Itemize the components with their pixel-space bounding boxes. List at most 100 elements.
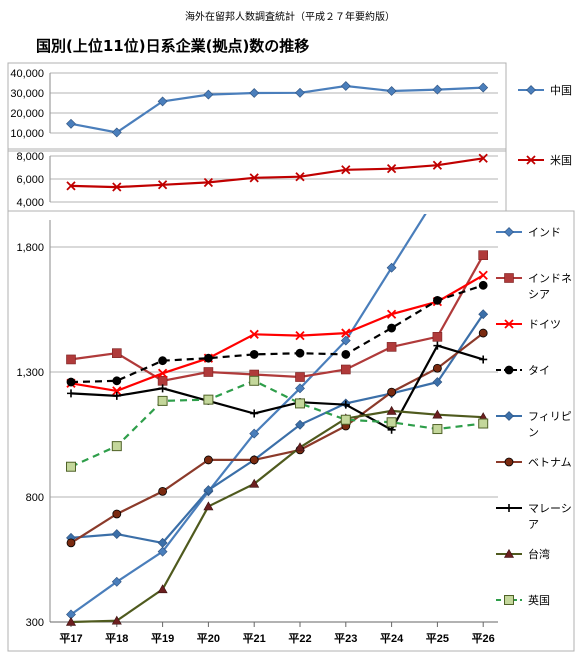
data-point (112, 376, 122, 386)
x-tick-label: 平24 (380, 632, 404, 645)
data-point (203, 89, 214, 100)
data-point (111, 127, 122, 138)
data-point (157, 180, 168, 190)
series-line (70, 313, 485, 545)
data-point (157, 584, 168, 594)
legend-label: インドネ (528, 272, 572, 285)
data-point (111, 615, 122, 625)
data-point (66, 377, 76, 387)
plot-frame (7, 210, 575, 652)
y-tick-label: 8,000 (16, 151, 44, 163)
data-point (65, 616, 77, 626)
series-line (70, 379, 484, 468)
data-point (203, 455, 213, 465)
data-point (111, 529, 122, 539)
legend-marker (504, 595, 514, 605)
data-point (66, 538, 76, 548)
legend-label: フィリピ (528, 410, 572, 423)
data-point (478, 153, 488, 163)
data-point (66, 118, 76, 129)
legend-label-cont: ン (528, 426, 539, 439)
data-point (66, 181, 76, 191)
data-point (66, 461, 76, 472)
data-point (295, 330, 305, 341)
data-point (157, 395, 168, 406)
data-point (295, 87, 305, 98)
data-point (432, 295, 442, 305)
plot-frame (7, 62, 507, 152)
legend-marker (526, 85, 536, 95)
data-point (249, 173, 259, 183)
data-point (295, 372, 305, 382)
legend-label-cont: シア (528, 288, 550, 301)
data-point (249, 375, 260, 386)
data-point (157, 546, 168, 557)
data-point (341, 350, 351, 359)
data-point (478, 418, 489, 429)
data-point (341, 400, 350, 409)
series-line (70, 254, 485, 382)
data-point (295, 383, 305, 394)
data-point (157, 537, 168, 548)
x-tick-label: 平19 (151, 632, 174, 645)
data-point (157, 96, 168, 107)
data-point (158, 356, 168, 366)
data-point (295, 348, 305, 358)
data-point (387, 387, 397, 397)
data-point (386, 342, 397, 352)
legend-label: ドイツ (528, 318, 561, 331)
legend-label-cont: ア (528, 518, 539, 531)
legend-label: 中国 (550, 84, 572, 97)
data-point (203, 394, 214, 405)
data-point (112, 386, 122, 396)
y-tick-label: 40,000 (10, 68, 44, 80)
legend-label: 英国 (528, 593, 550, 607)
data-point (67, 389, 75, 398)
data-point (295, 398, 305, 409)
series-line (70, 84, 484, 134)
x-tick-label: 平21 (243, 632, 266, 645)
x-tick-label: 平26 (472, 632, 495, 645)
data-point (249, 455, 259, 465)
y-tick-label: 6,000 (16, 174, 44, 186)
legend-marker (504, 273, 514, 283)
data-point (340, 414, 351, 425)
legend-marker (503, 548, 515, 558)
series-line (70, 284, 484, 384)
data-point (112, 348, 122, 358)
data-point (341, 165, 351, 175)
data-point (111, 576, 122, 587)
y-tick-label: 300 (26, 617, 44, 629)
data-point (432, 84, 443, 95)
data-point (203, 353, 213, 363)
y-tick-label: 1,800 (16, 242, 44, 254)
chart-title: 国別(上位11位)日系企業(拠点)数の推移 (36, 37, 310, 55)
data-point (112, 509, 122, 519)
data-point (478, 82, 489, 93)
legend-marker (504, 319, 514, 329)
data-point (249, 88, 260, 98)
x-tick-label: 平25 (426, 632, 449, 645)
data-point (478, 250, 489, 260)
data-point (479, 355, 488, 364)
legend-marker (504, 227, 514, 237)
y-tick-label: 800 (26, 492, 44, 504)
data-point (386, 309, 397, 319)
legend-marker (505, 504, 513, 512)
legend-marker (504, 457, 514, 467)
data-point (478, 270, 488, 280)
data-point (203, 501, 214, 511)
data-point (386, 417, 397, 428)
legend-label: 台湾 (528, 547, 550, 561)
data-point (478, 309, 489, 320)
data-point (478, 280, 488, 290)
series-line (70, 344, 484, 432)
data-point (203, 367, 214, 377)
legend-label: タイ (528, 364, 550, 377)
data-point (249, 350, 259, 359)
data-point (432, 332, 443, 342)
data-point (432, 424, 443, 435)
legend-label: 米国 (550, 154, 572, 167)
data-point (432, 377, 443, 387)
